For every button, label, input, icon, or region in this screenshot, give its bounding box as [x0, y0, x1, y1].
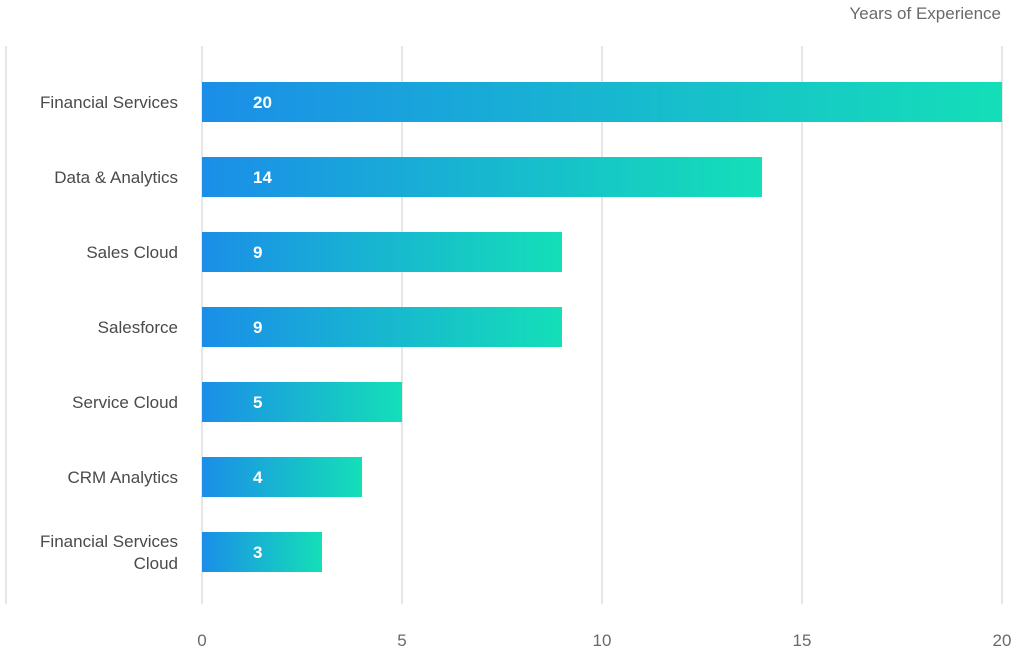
category-label-3: Salesforce — [98, 318, 178, 337]
category-label-0: Financial Services — [40, 93, 178, 112]
x-tick-label-5: 5 — [397, 631, 406, 650]
bar-value-label-1: 14 — [253, 168, 272, 187]
category-label-6: Financial Services Cloud — [40, 532, 178, 573]
x-tick-label-15: 15 — [793, 631, 812, 650]
category-label-2: Sales Cloud — [86, 243, 178, 262]
bar-4 — [202, 382, 402, 422]
category-label-1: Data & Analytics — [54, 168, 178, 187]
x-axis-ticks: 0 5 10 15 20 — [197, 631, 1011, 650]
bars: 20 14 9 9 5 4 3 — [202, 82, 1002, 572]
x-tick-label-0: 0 — [197, 631, 206, 650]
bar-value-label-4: 5 — [253, 393, 262, 412]
bar-1 — [202, 157, 762, 197]
bar-value-label-6: 3 — [253, 543, 262, 562]
bar-6 — [202, 532, 322, 572]
category-labels: Financial Services Data & Analytics Sales … — [40, 93, 178, 573]
bar-value-label-3: 9 — [253, 318, 262, 337]
bar-3 — [202, 307, 562, 347]
category-label-5: CRM Analytics — [67, 468, 178, 487]
x-axis-title: Years of Experience — [849, 4, 1001, 23]
bar-5 — [202, 457, 362, 497]
bar-value-label-2: 9 — [253, 243, 262, 262]
x-tick-label-20: 20 — [993, 631, 1012, 650]
bar-value-label-0: 20 — [253, 93, 272, 112]
bar-value-label-5: 4 — [253, 468, 263, 487]
x-tick-label-10: 10 — [593, 631, 612, 650]
bar-2 — [202, 232, 562, 272]
bar-0 — [202, 82, 1002, 122]
category-label-4: Service Cloud — [72, 393, 178, 412]
